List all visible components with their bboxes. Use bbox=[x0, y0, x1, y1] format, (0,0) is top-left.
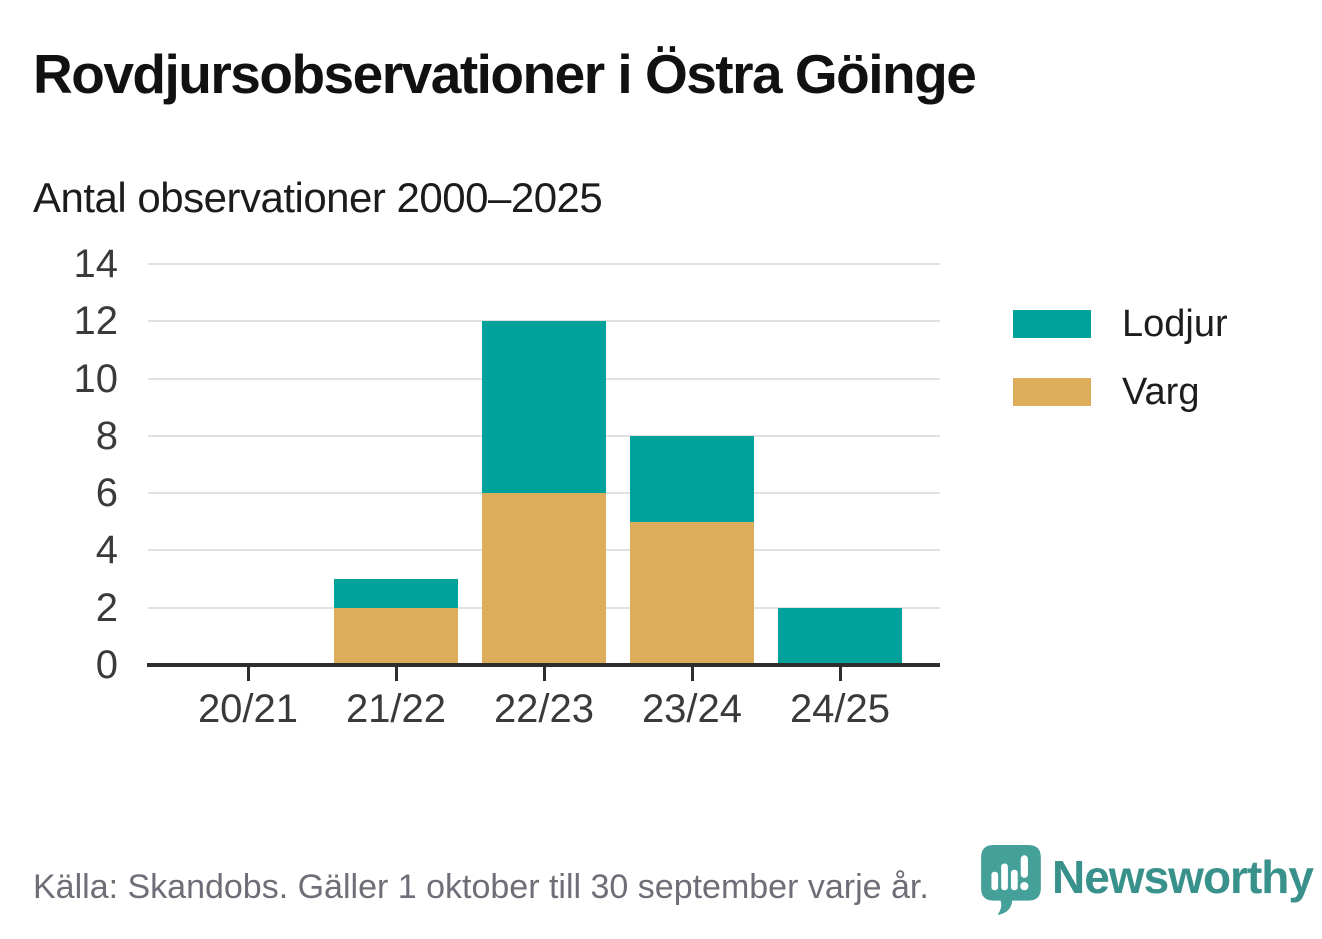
newsworthy-logo-text: Newsworthy bbox=[1052, 851, 1314, 903]
bar-varg-21-22 bbox=[334, 607, 458, 665]
x-label-23-24: 23/24 bbox=[641, 687, 743, 731]
x-tick-22-23 bbox=[542, 667, 546, 681]
plot-area: 20/21 21/22 22/23 23/24 24/25 bbox=[147, 263, 940, 729]
legend: Lodjur Varg bbox=[1013, 305, 1228, 441]
x-axis-line bbox=[147, 663, 940, 667]
source-note: Källa: Skandobs. Gäller 1 oktober till 3… bbox=[33, 868, 929, 906]
y-label-6: 6 bbox=[95, 471, 118, 516]
gridline-y12 bbox=[148, 320, 940, 323]
legend-item-lodjur: Lodjur bbox=[1013, 305, 1228, 343]
legend-label-lodjur: Lodjur bbox=[1122, 303, 1228, 345]
bar-lodjur-23-24 bbox=[630, 435, 754, 522]
y-label-0: 0 bbox=[95, 643, 118, 687]
x-label-20-21: 20/21 bbox=[197, 687, 299, 731]
legend-swatch-varg bbox=[1013, 378, 1091, 406]
x-tick-20-21 bbox=[246, 667, 250, 681]
bar-lodjur-22-23 bbox=[482, 321, 606, 494]
x-tick-21-22 bbox=[394, 667, 398, 681]
legend-label-varg: Varg bbox=[1122, 371, 1200, 413]
gridline-y14 bbox=[148, 263, 940, 265]
legend-item-varg: Varg bbox=[1013, 373, 1228, 411]
newsworthy-bubble-icon bbox=[981, 845, 1041, 915]
chart-subtitle: Antal observationer 2000–2025 bbox=[33, 174, 603, 221]
bar-varg-22-23 bbox=[482, 493, 606, 665]
legend-swatch-lodjur bbox=[1013, 310, 1091, 338]
x-tick-24-25 bbox=[838, 667, 842, 681]
x-label-22-23: 22/23 bbox=[493, 687, 595, 731]
newsworthy-logo: Newsworthy bbox=[981, 845, 1314, 915]
y-label-10: 10 bbox=[73, 356, 119, 401]
y-label-4: 4 bbox=[95, 528, 118, 573]
x-tick-23-24 bbox=[690, 667, 694, 681]
y-label-12: 12 bbox=[73, 299, 119, 344]
x-label-24-25: 24/25 bbox=[789, 687, 891, 731]
bar-varg-23-24 bbox=[630, 521, 754, 665]
y-label-14: 14 bbox=[73, 242, 119, 286]
bar-lodjur-21-22 bbox=[334, 579, 458, 608]
chart-title: Rovdjursobservationer i Östra Göinge bbox=[33, 43, 977, 105]
y-label-8: 8 bbox=[95, 413, 118, 458]
y-label-2: 2 bbox=[95, 585, 118, 630]
x-label-21-22: 21/22 bbox=[345, 687, 447, 731]
bar-lodjur-24-25 bbox=[778, 607, 902, 665]
